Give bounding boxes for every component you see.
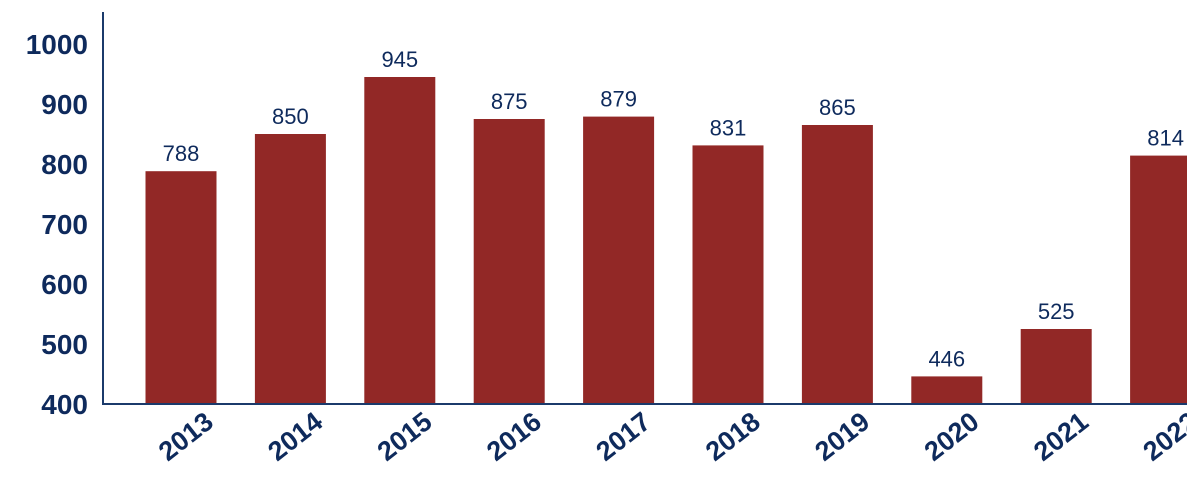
x-tick-label-2016: 2016 — [481, 406, 547, 467]
x-tick-label-2022: 2022 — [1138, 406, 1187, 467]
bar-2017 — [583, 116, 655, 404]
bar-2021 — [1020, 329, 1092, 404]
data-label-2021: 525 — [1038, 299, 1075, 324]
y-tick-labels-group: 400 500 600 700 800 900 1000 — [26, 29, 88, 420]
x-tick-label-2013: 2013 — [153, 406, 219, 467]
bar-2018 — [692, 145, 764, 404]
bar-2015 — [364, 77, 436, 404]
y-tick-label-800: 800 — [41, 149, 88, 180]
bar-2019 — [801, 125, 873, 404]
data-label-2019: 865 — [819, 95, 856, 120]
bar-2013 — [145, 171, 217, 404]
data-label-2017: 879 — [600, 87, 637, 112]
data-label-2013: 788 — [163, 141, 200, 166]
x-tick-label-2020: 2020 — [919, 406, 985, 467]
x-tick-label-2014: 2014 — [262, 406, 328, 467]
y-tick-label-500: 500 — [41, 329, 88, 360]
data-labels-group: 788 850 945 875 879 831 865 446 525 814 — [163, 47, 1184, 371]
bar-2020 — [911, 376, 983, 404]
data-label-2018: 831 — [710, 115, 747, 140]
data-label-2016: 875 — [491, 89, 528, 114]
x-tick-label-2015: 2015 — [372, 406, 438, 467]
y-tick-label-700: 700 — [41, 209, 88, 240]
data-label-2014: 850 — [272, 104, 309, 129]
data-label-2015: 945 — [381, 47, 418, 72]
x-tick-label-2021: 2021 — [1028, 406, 1094, 467]
data-label-2020: 446 — [928, 346, 965, 371]
bar-2016 — [473, 119, 545, 404]
x-tick-label-2018: 2018 — [700, 406, 766, 467]
y-tick-label-1000: 1000 — [26, 29, 88, 60]
bars-group — [145, 77, 1187, 404]
data-label-2022: 814 — [1147, 126, 1184, 151]
y-tick-label-400: 400 — [41, 389, 88, 420]
y-tick-label-900: 900 — [41, 89, 88, 120]
x-tick-labels-group: 2013 2014 2015 2016 2017 2018 2019 2020 2021 2022 — [153, 406, 1187, 467]
x-tick-label-2017: 2017 — [591, 406, 657, 467]
x-tick-label-2019: 2019 — [809, 406, 875, 467]
y-tick-label-600: 600 — [41, 269, 88, 300]
bar-2022 — [1130, 155, 1187, 404]
bar-2014 — [254, 134, 326, 404]
